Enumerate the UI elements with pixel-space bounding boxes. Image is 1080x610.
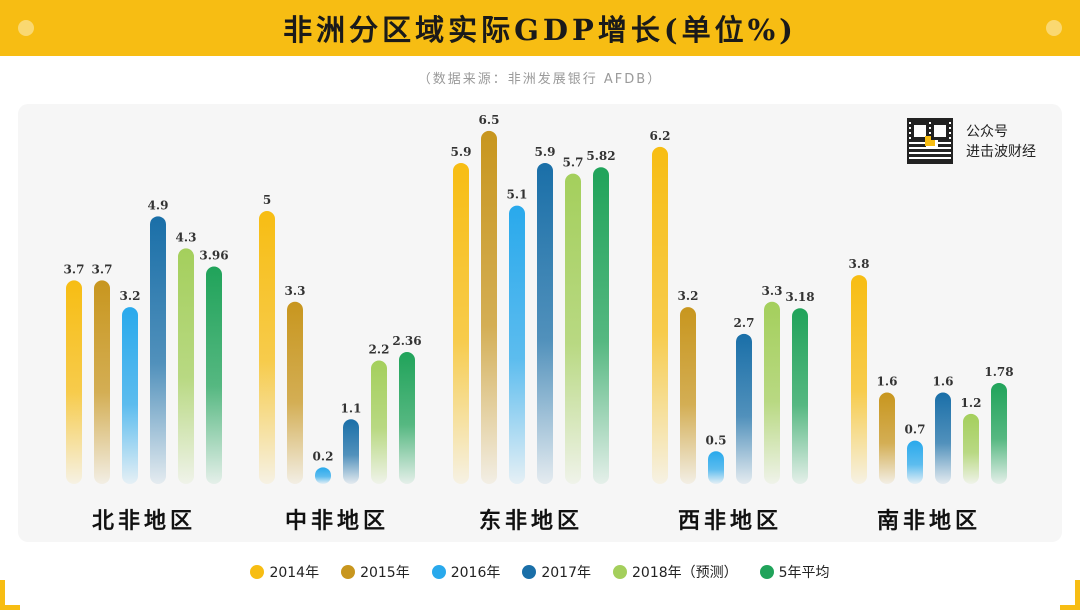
bar-3-series-6 (593, 167, 609, 484)
value-label-2-series-6: 2.36 (392, 334, 421, 348)
value-label-3-series-1: 5.9 (451, 145, 472, 159)
legend-item-2: 2015年 (341, 562, 410, 582)
bar-5-series-2 (879, 392, 895, 484)
value-label-2-series-5: 2.2 (369, 343, 390, 357)
value-label-3-series-2: 6.5 (479, 113, 500, 127)
value-label-1-series-1: 3.7 (64, 262, 85, 276)
legend-dot-icon (759, 565, 774, 579)
wechat-line2: 进击波财经 (966, 144, 1036, 160)
value-label-5-series-2: 1.6 (877, 375, 898, 389)
value-label-5-series-5: 1.2 (961, 396, 982, 410)
value-label-2-series-1: 5 (263, 193, 271, 207)
bar-1-series-3 (122, 307, 138, 484)
bars-layer (66, 130, 1007, 485)
bar-4-series-5 (764, 301, 780, 484)
bar-5-series-5 (963, 413, 979, 484)
legend-dot-icon (431, 565, 446, 579)
value-label-3-series-6: 5.82 (586, 149, 615, 163)
bar-2-series-1 (259, 211, 275, 484)
value-label-4-series-6: 3.18 (785, 290, 814, 304)
region-label-1: 北非地区 (91, 508, 196, 534)
value-label-3-series-3: 5.1 (507, 188, 528, 202)
wechat-account: 公众号 进击波财经 (966, 122, 1036, 162)
bar-1-series-2 (94, 280, 110, 484)
legend-item-5: 2018年（预测） (613, 562, 738, 582)
bar-3-series-2 (481, 130, 497, 484)
value-label-1-series-3: 3.2 (120, 289, 141, 303)
bar-2-series-4 (343, 419, 359, 484)
legend: 2014年 2015年 2016年 2017年 2018年（预测） 5年平均 (0, 562, 1080, 582)
bar-3-series-1 (453, 162, 469, 484)
legend-dot-icon (522, 565, 537, 579)
value-label-5-series-6: 1.78 (984, 365, 1013, 379)
bar-5-series-6 (991, 382, 1007, 484)
bar-1-series-1 (66, 280, 82, 484)
legend-dot-icon (250, 565, 265, 579)
value-label-4-series-4: 2.7 (734, 316, 755, 330)
bar-3-series-3 (509, 205, 525, 484)
bar-4-series-3 (708, 451, 724, 484)
value-label-1-series-2: 3.7 (92, 262, 113, 276)
value-label-5-series-1: 3.8 (849, 257, 870, 271)
legend-dot-icon (341, 565, 356, 579)
corner-bracket-right (1060, 580, 1080, 610)
bar-2-series-5 (371, 360, 387, 484)
wechat-line1: 公众号 (966, 124, 1008, 140)
legend-label-6: 5年平均 (778, 565, 830, 581)
bar-2-series-6 (399, 351, 415, 484)
legend-label-5: 2018年（预测） (632, 565, 738, 581)
value-labels-layer: 3.7 3.7 3.2 4.9 4.33.96 5 3.3 0.2 1.1 2.22.36 5.9 6… (64, 113, 1014, 463)
legend-label-1: 2014年 (269, 565, 320, 581)
value-label-2-series-2: 3.3 (285, 284, 306, 298)
legend-item-1: 2014年 (250, 562, 319, 582)
value-label-3-series-5: 5.7 (563, 156, 584, 170)
value-label-4-series-5: 3.3 (762, 284, 783, 298)
bar-4-series-1 (652, 146, 668, 485)
qr-center-mark (925, 136, 935, 146)
legend-label-2: 2015年 (360, 565, 410, 581)
bar-3-series-4 (537, 162, 553, 484)
bar-3-series-5 (565, 173, 581, 484)
value-label-3-series-4: 5.9 (535, 145, 556, 159)
bar-5-series-3 (907, 440, 923, 484)
value-label-5-series-3: 0.7 (905, 423, 926, 437)
chart-title: 非洲分区域实际GDP增长(单位%) (283, 13, 797, 47)
legend-item-6: 5年平均 (759, 562, 830, 582)
bar-1-series-4 (150, 216, 166, 484)
value-label-4-series-3: 0.5 (706, 433, 727, 447)
legend-item-3: 2016年 (431, 562, 501, 582)
value-label-2-series-3: 0.2 (313, 449, 334, 463)
legend-label-4: 2017年 (541, 565, 591, 581)
bar-1-series-5 (178, 248, 194, 484)
bar-4-series-2 (680, 307, 696, 484)
bar-5-series-1 (851, 275, 867, 484)
region-label-4: 西非地区 (677, 508, 782, 534)
value-label-5-series-4: 1.6 (933, 375, 954, 389)
value-label-4-series-1: 6.2 (650, 129, 671, 143)
region-label-2: 中非地区 (284, 508, 389, 534)
bar-5-series-4 (935, 392, 951, 484)
value-label-2-series-4: 1.1 (341, 401, 362, 415)
value-label-1-series-5: 4.3 (176, 230, 197, 244)
banner-dot-right (1046, 20, 1062, 36)
qr-code-icon (907, 118, 953, 164)
bar-4-series-6 (792, 308, 808, 484)
value-label-1-series-6: 3.96 (199, 249, 228, 263)
bar-2-series-3 (315, 467, 331, 484)
region-label-5: 南非地区 (876, 508, 981, 534)
bar-4-series-4 (736, 333, 752, 484)
legend-item-4: 2017年 (522, 562, 591, 582)
title-banner (0, 0, 1080, 56)
legend-label-3: 2016年 (450, 565, 501, 581)
bar-2-series-2 (287, 301, 303, 484)
banner-dot-left (18, 20, 34, 36)
legend-dot-icon (613, 565, 627, 579)
value-label-1-series-4: 4.9 (148, 198, 169, 212)
data-source: （数据来源：非洲发展银行 AFDB） (417, 72, 663, 87)
region-label-3: 东非地区 (478, 508, 583, 534)
corner-bracket-left (0, 580, 20, 610)
bar-1-series-6 (206, 266, 222, 484)
value-label-4-series-2: 3.2 (678, 289, 699, 303)
